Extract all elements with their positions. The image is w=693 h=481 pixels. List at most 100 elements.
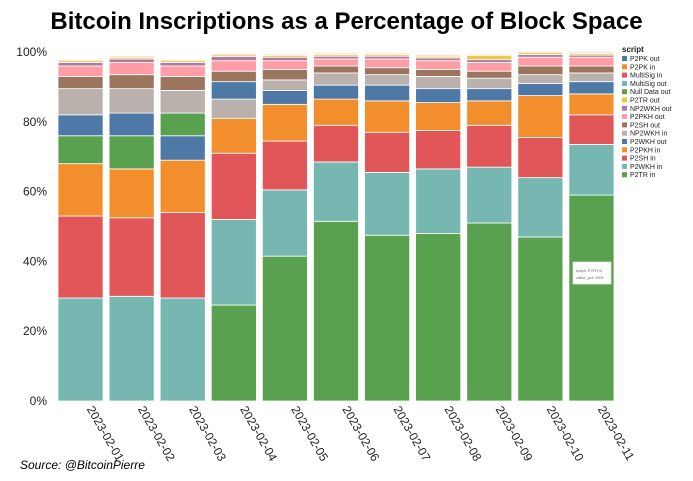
bar-segment[interactable] (466, 77, 513, 90)
bar-segment[interactable] (517, 51, 564, 54)
bar-segment[interactable] (261, 255, 308, 402)
bar-segment[interactable] (415, 168, 462, 234)
bar-segment[interactable] (364, 131, 411, 173)
bar-segment[interactable] (261, 56, 308, 62)
bar-segment[interactable] (159, 62, 206, 67)
bar-segment[interactable] (517, 177, 564, 238)
bar-segment[interactable] (57, 59, 104, 62)
bar-segment[interactable] (159, 297, 206, 402)
bar-segment[interactable] (261, 140, 308, 191)
bar-segment[interactable] (415, 54, 462, 57)
bar-segment[interactable] (57, 65, 104, 77)
bar-segment[interactable] (108, 74, 155, 90)
bar-segment[interactable] (568, 144, 615, 196)
bar-segment[interactable] (313, 161, 359, 222)
bar-segment[interactable] (210, 98, 257, 119)
bar-segment[interactable] (210, 70, 257, 83)
bar-segment[interactable] (568, 51, 615, 54)
bar-segment[interactable] (466, 124, 513, 168)
bar-segment[interactable] (364, 55, 411, 60)
bar-segment[interactable] (159, 76, 206, 91)
bar-segment[interactable] (313, 58, 359, 67)
bar-segment[interactable] (313, 220, 359, 402)
bar-segment[interactable] (57, 163, 104, 217)
bar-segment[interactable] (210, 219, 257, 306)
bar-segment[interactable] (261, 89, 308, 105)
bar-segment[interactable] (210, 304, 257, 402)
bar-segment[interactable] (108, 88, 155, 114)
bar-segment[interactable] (313, 55, 359, 60)
bar-segment[interactable] (108, 62, 155, 76)
bar-segment[interactable] (108, 168, 155, 219)
bar-segment[interactable] (210, 53, 257, 56)
bar-segment[interactable] (466, 100, 513, 126)
bar-segment[interactable] (210, 81, 257, 100)
bar-segment[interactable] (364, 74, 411, 86)
bar-segment[interactable] (415, 69, 462, 77)
bar-segment[interactable] (415, 76, 462, 90)
bar-segment[interactable] (159, 89, 206, 114)
bar-segment[interactable] (568, 194, 615, 402)
bar-segment[interactable] (210, 56, 257, 62)
bar-segment[interactable] (466, 88, 513, 102)
bar-segment[interactable] (364, 100, 411, 133)
bar-segment[interactable] (159, 65, 206, 77)
bar-segment[interactable] (466, 70, 513, 79)
bar-segment[interactable] (108, 217, 155, 297)
bar-segment[interactable] (57, 297, 104, 402)
bar-segment[interactable] (415, 60, 462, 70)
bar-segment[interactable] (517, 65, 564, 76)
bar-segment[interactable] (568, 72, 615, 83)
bar-segment[interactable] (364, 172, 411, 236)
bar-segment[interactable] (313, 52, 359, 55)
bar-segment[interactable] (364, 52, 411, 55)
bar-segment[interactable] (364, 84, 411, 102)
bar-segment[interactable] (466, 55, 513, 61)
bar-segment[interactable] (159, 135, 206, 161)
bar-segment[interactable] (313, 65, 359, 74)
bar-segment[interactable] (568, 81, 615, 95)
bar-segment[interactable] (313, 72, 359, 86)
bar-segment[interactable] (517, 54, 564, 58)
bar-segment[interactable] (466, 222, 513, 402)
bar-segment[interactable] (517, 74, 564, 84)
bar-segment[interactable] (261, 60, 308, 70)
bar-segment[interactable] (364, 58, 411, 69)
bar-segment[interactable] (261, 103, 308, 142)
bar-segment[interactable] (568, 114, 615, 145)
bar-segment[interactable] (568, 93, 615, 116)
bar-segment[interactable] (159, 59, 206, 62)
bar-segment[interactable] (57, 76, 104, 90)
bar-segment[interactable] (159, 112, 206, 137)
bar-segment[interactable] (517, 83, 564, 97)
bar-segment[interactable] (159, 159, 206, 213)
bar-segment[interactable] (415, 233, 462, 402)
bar-segment[interactable] (108, 55, 155, 58)
bar-segment[interactable] (57, 114, 104, 137)
bar-segment[interactable] (108, 295, 155, 402)
bar-segment[interactable] (415, 57, 462, 62)
bar-segment[interactable] (415, 102, 462, 131)
bar-segment[interactable] (517, 56, 564, 67)
bar-segment[interactable] (261, 189, 308, 257)
bar-segment[interactable] (57, 215, 104, 299)
bar-segment[interactable] (210, 117, 257, 154)
bar-segment[interactable] (159, 212, 206, 299)
bar-segment[interactable] (415, 88, 462, 104)
bar-segment[interactable] (568, 65, 615, 74)
bar-segment[interactable] (261, 69, 308, 81)
bar-segment[interactable] (57, 88, 104, 116)
bar-segment[interactable] (210, 60, 257, 72)
bar-segment[interactable] (261, 54, 308, 56)
bar-segment[interactable] (466, 59, 513, 63)
bar-segment[interactable] (517, 95, 564, 138)
bar-segment[interactable] (466, 54, 513, 56)
bar-segment[interactable] (108, 58, 155, 63)
bar-segment[interactable] (57, 135, 104, 165)
bar-segment[interactable] (108, 135, 155, 170)
bar-segment[interactable] (313, 98, 359, 126)
bar-segment[interactable] (466, 62, 513, 72)
bar-segment[interactable] (108, 112, 155, 137)
bar-segment[interactable] (313, 124, 359, 163)
bar-segment[interactable] (57, 62, 104, 67)
